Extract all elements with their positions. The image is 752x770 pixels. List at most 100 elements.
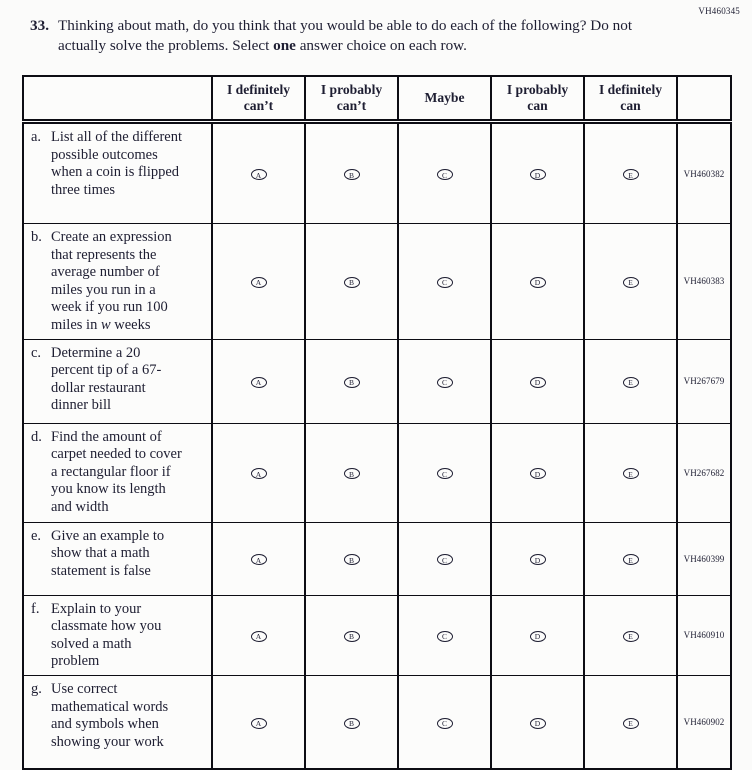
answer-cell: E (583, 223, 678, 340)
answer-bubble-a-D[interactable]: D (529, 169, 546, 181)
statement-text: weeks (110, 316, 151, 333)
answer-bubble-e-B[interactable]: B (343, 554, 360, 566)
answer-cell: C (397, 223, 492, 340)
answer-cell: C (397, 422, 492, 523)
response-table: I definitely can’t I probably can’t Maybe I… (22, 75, 732, 770)
table-body: a. List all of the different possible out… (22, 121, 732, 770)
corner-cell (22, 75, 213, 124)
answer-bubble-f-C[interactable]: C (436, 631, 453, 642)
item-code: VH460382 (676, 121, 732, 224)
answer-cell: A (211, 121, 306, 224)
question-number: 33. (30, 17, 49, 34)
answer-bubble-e-E[interactable]: E (622, 554, 639, 566)
answer-bubble-d-D[interactable]: D (529, 468, 546, 480)
question-block: 33. Thinking about math, do you think th… (30, 16, 660, 56)
row-letter: a. (31, 129, 42, 145)
answer-bubble-a-E[interactable]: E (622, 169, 639, 181)
statement-text: Use correct mathematical words and symbo… (51, 680, 169, 750)
statement-text: Give an example to show that a math stat… (51, 527, 165, 579)
code-column-header (676, 75, 732, 124)
answer-bubble-g-B[interactable]: B (343, 717, 360, 729)
answer-cell: B (304, 521, 399, 596)
answer-bubble-c-C[interactable]: C (436, 376, 453, 388)
answer-bubble-f-D[interactable]: D (529, 631, 546, 642)
answer-cell: D (490, 422, 585, 523)
answer-cell: C (397, 338, 492, 424)
answer-cell: C (397, 594, 492, 676)
table-row-a: a. List all of the different possible out… (22, 121, 732, 224)
answer-bubble-a-B[interactable]: B (343, 169, 360, 181)
row-label: c. Determine a 20 percent tip of a 67-dol… (22, 338, 213, 424)
survey-page: VH460345 33. Thinking about math, do you… (22, 6, 740, 770)
answer-bubble-b-D[interactable]: D (529, 277, 546, 289)
item-code: VH460902 (676, 674, 732, 770)
item-code: VH267679 (676, 338, 732, 424)
answer-bubble-a-C[interactable]: C (436, 169, 453, 181)
answer-bubble-c-B[interactable]: B (343, 376, 360, 388)
table-row-d: d. Find the amount of carpet needed to co… (22, 422, 732, 523)
answer-bubble-b-E[interactable]: E (622, 277, 639, 289)
answer-cell: D (490, 338, 585, 424)
column-header-i-definitely-can-t: I definitely can’t (211, 75, 306, 124)
answer-cell: B (304, 422, 399, 523)
question-text: Thinking about math, do you think that y… (58, 16, 660, 56)
row-statement: Give an example to show that a math stat… (51, 528, 183, 581)
answer-bubble-g-E[interactable]: E (622, 717, 639, 729)
statement-italic-variable: w (100, 316, 111, 333)
answer-bubble-e-C[interactable]: C (436, 554, 453, 566)
row-statement: Use correct mathematical words and symbo… (51, 681, 183, 751)
row-label: e. Give an example to show that a math st… (22, 521, 213, 596)
answer-cell: A (211, 674, 306, 770)
answer-cell: E (583, 521, 678, 596)
answer-cell: A (211, 594, 306, 676)
row-statement: List all of the different possible outco… (51, 129, 183, 199)
answer-bubble-c-E[interactable]: E (622, 376, 639, 388)
row-statement: Determine a 20 percent tip of a 67-dolla… (51, 345, 183, 415)
answer-bubble-c-D[interactable]: D (529, 376, 546, 388)
table-row-f: f. Explain to your classmate how you solv… (22, 594, 732, 676)
answer-cell: E (583, 338, 678, 424)
answer-bubble-f-A[interactable]: A (250, 631, 267, 642)
answer-bubble-d-C[interactable]: C (436, 468, 453, 480)
answer-bubble-d-E[interactable]: E (622, 468, 639, 480)
table-row-e: e. Give an example to show that a math st… (22, 521, 732, 596)
answer-cell: C (397, 521, 492, 596)
row-letter: g. (31, 680, 42, 697)
answer-bubble-b-C[interactable]: C (436, 277, 453, 289)
answer-cell: D (490, 223, 585, 340)
answer-cell: B (304, 594, 399, 676)
row-letter: d. (31, 428, 42, 445)
answer-cell: A (211, 521, 306, 596)
answer-cell: B (304, 121, 399, 224)
column-header-i-probably-can: I probably can (490, 75, 585, 124)
answer-bubble-d-A[interactable]: A (250, 468, 267, 480)
answer-bubble-f-B[interactable]: B (343, 631, 360, 642)
answer-cell: E (583, 674, 678, 770)
item-code: VH267682 (676, 422, 732, 523)
item-code: VH460383 (676, 223, 732, 340)
answer-bubble-g-C[interactable]: C (436, 717, 453, 729)
statement-text: Create an expression that represents the… (51, 229, 172, 333)
answer-bubble-a-A[interactable]: A (250, 169, 267, 181)
answer-bubble-b-B[interactable]: B (343, 277, 360, 289)
row-letter: b. (31, 229, 42, 245)
question-text-run: answer choice on each row. (295, 37, 467, 54)
row-label: g. Use correct mathematical words and sym… (22, 674, 213, 770)
row-statement: Explain to your classmate how you solved… (51, 601, 183, 671)
answer-cell: C (397, 121, 492, 224)
answer-bubble-f-E[interactable]: E (622, 631, 639, 642)
answer-bubble-e-A[interactable]: A (250, 554, 267, 566)
answer-bubble-g-A[interactable]: A (250, 717, 267, 729)
header-row: I definitely can’t I probably can’t Maybe I… (22, 75, 732, 124)
answer-bubble-d-B[interactable]: B (343, 468, 360, 480)
answer-bubble-c-A[interactable]: A (250, 376, 267, 388)
answer-bubble-e-D[interactable]: D (529, 554, 546, 566)
row-label: f. Explain to your classmate how you solv… (22, 594, 213, 676)
statement-text: Find the amount of carpet needed to cove… (51, 428, 182, 515)
answer-cell: A (211, 422, 306, 523)
item-code: VH460399 (676, 521, 732, 596)
answer-bubble-b-A[interactable]: A (250, 277, 267, 289)
question-text-run: Thinking about math, do you think that y… (58, 17, 633, 54)
answer-bubble-g-D[interactable]: D (529, 717, 546, 729)
column-header-maybe: Maybe (397, 75, 492, 124)
